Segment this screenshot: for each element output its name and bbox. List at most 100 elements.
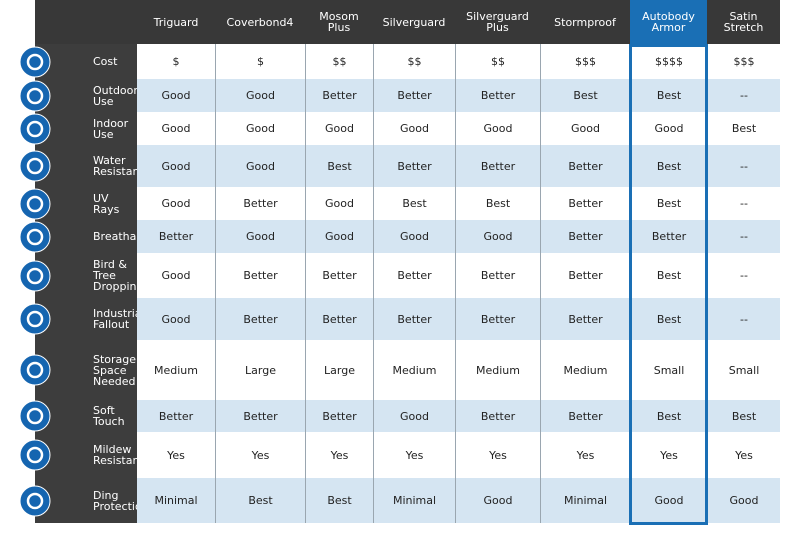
table-cell: Minimal [373, 478, 455, 523]
table-cell: $$ [305, 44, 373, 79]
row-icon [19, 354, 51, 386]
table-cell: -- [707, 187, 780, 220]
table-cell: Medium [373, 340, 455, 400]
row-label: Storage Space Needed [35, 340, 137, 400]
table-cell: Large [215, 340, 305, 400]
table-cell: Best [707, 112, 780, 145]
table-cell: Yes [373, 432, 455, 478]
row-icon [19, 400, 51, 432]
table-cell: Better [540, 145, 630, 187]
table-cell: Good [161, 197, 191, 210]
table-cell: -- [707, 220, 780, 253]
column-header: Silverguard [373, 0, 455, 44]
table-cell: -- [707, 298, 780, 340]
row-label: Soft Touch [35, 400, 137, 432]
table-cell: Better [540, 220, 630, 253]
table-cell: -- [707, 145, 780, 187]
table-cell: Best [305, 145, 373, 187]
table-cell: Good [215, 112, 305, 145]
table-cell: Large [305, 340, 373, 400]
table-cell: Better [455, 298, 540, 340]
row-icon [19, 150, 51, 182]
table-cell: $$ [373, 44, 455, 79]
table-cell: Good [305, 220, 373, 253]
table-cell: Best [630, 145, 707, 187]
column-header: Satin Stretch [707, 0, 780, 44]
table-cell: Good [137, 298, 215, 340]
table-cell: Better [540, 298, 630, 340]
table-cell: Medium [455, 340, 540, 400]
table-cell: Good [137, 145, 215, 187]
table-cell: Best [373, 187, 455, 220]
row-label: Indoor Use [35, 112, 137, 145]
row-icon [19, 485, 51, 516]
row-label: Water Resistance [35, 145, 152, 187]
table-cell: Good [455, 478, 540, 523]
table-cell: Best [540, 79, 630, 112]
table-cell: Better [455, 79, 540, 112]
row-icon [19, 260, 51, 291]
table-cell: Small [707, 340, 780, 400]
table-cell: Minimal [137, 478, 215, 523]
column-header: Autobody Armor [630, 0, 707, 44]
table-cell: Good [137, 79, 215, 112]
column-header: Stormproof [540, 0, 630, 44]
table-cell: Better [455, 253, 540, 298]
table-cell: Better [137, 220, 215, 253]
row-icon [19, 303, 51, 335]
table-cell: Minimal [540, 478, 630, 523]
table-cell: Good [540, 112, 630, 145]
table-cell: $$ [455, 44, 540, 79]
row-label: Ding Protection [35, 478, 149, 523]
table-cell: Good [373, 112, 455, 145]
table-cell: Better [373, 253, 455, 298]
table-cell: Better [305, 79, 373, 112]
row-label: Mildew Resistant [35, 432, 144, 478]
row-icon [19, 221, 51, 252]
table-cell: Medium [154, 363, 198, 377]
row-label: Outdoor Use [35, 79, 138, 112]
table-cell: Good [215, 79, 305, 112]
table-cell: Good [373, 400, 455, 432]
column-header: Silverguard Plus [455, 0, 540, 44]
table-cell: Best [707, 400, 780, 432]
row-icon [19, 80, 51, 111]
table-cell: Yes [540, 432, 630, 478]
table-cell: Good [305, 112, 373, 145]
table-cell: $$$ [540, 44, 630, 79]
table-cell: Yes [305, 432, 373, 478]
table-cell: Better [540, 187, 630, 220]
table-cell: Yes [455, 432, 540, 478]
table-cell: Better [373, 145, 455, 187]
table-cell: Better [215, 253, 305, 298]
table-cell: -- [707, 253, 780, 298]
table-cell: Good [373, 220, 455, 253]
row-icon [19, 113, 51, 144]
column-header: Coverbond4 [215, 0, 305, 44]
table-cell: Better [373, 79, 455, 112]
table-cell: $$$ [707, 44, 780, 79]
highlight-column [629, 44, 708, 525]
column-header: Mosom Plus [305, 0, 373, 44]
table-cell: Good [455, 220, 540, 253]
row-label: Industrial Fallout [35, 298, 145, 340]
table-cell: Better [305, 253, 373, 298]
table-cell: Better [455, 145, 540, 187]
table-cell: Better [540, 253, 630, 298]
table-cell: Best [215, 478, 305, 523]
table-cell: Better [540, 400, 630, 432]
table-cell: Yes [707, 432, 780, 478]
column-header: Triguard [137, 0, 215, 44]
table-cell: Good [305, 187, 373, 220]
row-label: UV Rays [35, 187, 137, 220]
row-icon [19, 188, 51, 219]
row-icon [19, 439, 51, 471]
table-cell: Better [215, 400, 305, 432]
table-cell: Better [215, 298, 305, 340]
table-cell: Better [455, 400, 540, 432]
table-cell: Better [215, 187, 305, 220]
table-cell: Good [215, 145, 305, 187]
table-cell: $ [215, 44, 305, 79]
row-label: Cost [35, 44, 137, 79]
